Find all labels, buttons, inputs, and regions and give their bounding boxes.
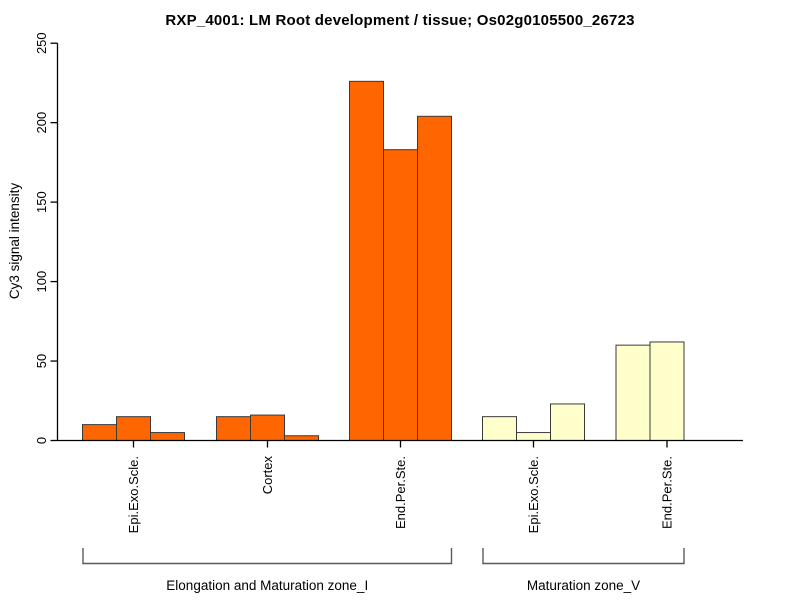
bar [82,424,117,442]
y-axis-tick-label: 250 [34,32,49,54]
x-axis-tick-label: End.Per.Ste. [393,456,408,529]
bar [250,414,285,442]
y-axis-label: Cy3 signal intensity [7,183,22,300]
x-axis-tick-label: End.Per.Ste. [660,456,675,529]
zone-bracket-label: Elongation and Maturation zone_I [166,578,368,593]
zone-bracket [82,548,453,565]
y-axis-tick-label: 100 [34,271,49,293]
bar [615,344,651,442]
x-axis-tick-label: Epi.Exo.Scle. [126,456,141,533]
y-axis-tick-label: 150 [34,191,49,213]
chart-title: RXP_4001: LM Root development / tissue; … [165,12,635,29]
bar [649,341,685,442]
y-axis-tick-label: 50 [34,354,49,368]
bar [150,432,185,441]
y-axis-tick-label: 200 [34,112,49,134]
bar [482,416,517,441]
bar [417,115,452,442]
zone-bracket [482,548,685,565]
bar [116,416,151,441]
bar [284,435,319,441]
x-axis-tick-label: Epi.Exo.Scle. [526,456,541,533]
y-axis-tick-label: 0 [34,437,49,444]
x-axis-tick-label: Cortex [260,456,275,495]
bar [383,149,418,442]
bar [516,432,551,441]
zone-bracket-label: Maturation zone_V [527,578,640,593]
bar [349,80,384,442]
bar [216,416,251,441]
bar [550,403,585,441]
